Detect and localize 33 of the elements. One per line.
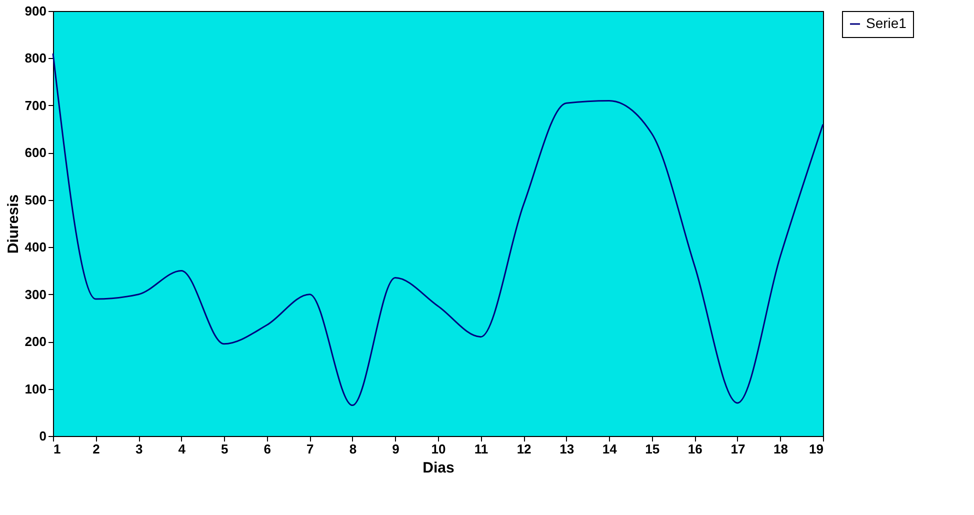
x-axis-title: Dias [422,460,454,476]
legend-label: Serie1 [866,15,907,31]
y-tick-label: 800 [24,50,46,66]
y-axis-title: Diuresis [4,194,22,254]
y-tick-label: 100 [24,381,46,396]
y-tick-label: 500 [24,192,46,208]
x-tick-label: 8 [349,442,357,456]
x-tick-label: 6 [264,442,272,456]
x-tick-label: 3 [135,442,143,456]
y-tick-label: 900 [24,4,46,18]
x-tick-label: 16 [688,442,702,456]
y-tick-label: 400 [24,240,46,255]
y-tick-label: 200 [24,334,46,350]
y-tick-label: 300 [24,286,46,302]
x-tick-label: 9 [392,442,400,456]
x-tick-label: 2 [92,442,100,456]
x-tick-label: 10 [431,442,446,456]
y-tick-label: 700 [24,98,46,113]
x-tick-label: 1 [54,442,61,456]
x-tick-label: 13 [560,442,574,456]
x-tick-label: 7 [306,442,314,456]
x-tick-label: 19 [809,442,824,456]
x-tick-label: 4 [178,442,186,456]
x-tick-label: 14 [602,442,618,456]
x-tick-label: 15 [645,442,660,456]
line-series [52,52,824,406]
x-tick-label: 17 [730,442,746,456]
y-tick-label: 600 [24,145,46,160]
y-tick-label: 0 [39,428,46,444]
x-tick-label: 11 [474,442,488,456]
x-tick-label: 12 [516,442,532,456]
x-tick-label: 5 [220,442,228,456]
x-tick-label: 18 [773,442,788,456]
